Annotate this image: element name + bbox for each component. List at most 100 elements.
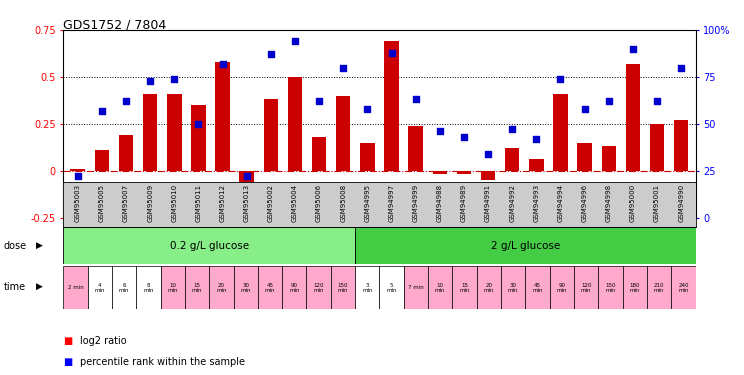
Text: 5
min: 5 min [386, 283, 397, 293]
Bar [432, 171, 447, 174]
Bar [185, 266, 209, 309]
Bar [529, 159, 544, 171]
Point [627, 46, 639, 52]
Text: GSM94992: GSM94992 [509, 184, 515, 222]
Point [120, 98, 132, 104]
Text: GSM94994: GSM94994 [557, 184, 563, 222]
Bar [554, 94, 568, 171]
Text: 6
min: 6 min [119, 283, 129, 293]
Bar [408, 126, 423, 171]
Bar [550, 266, 574, 309]
Text: 7 min: 7 min [408, 285, 424, 290]
Text: ▶: ▶ [36, 241, 42, 250]
Text: 2 min: 2 min [68, 285, 83, 290]
Text: GSM94999: GSM94999 [413, 184, 419, 222]
Text: ■: ■ [63, 357, 72, 367]
Text: 180
min: 180 min [629, 283, 640, 293]
Bar [501, 266, 525, 309]
Text: GSM94995: GSM94995 [365, 184, 371, 222]
Text: 20
min: 20 min [484, 283, 494, 293]
Point [434, 128, 446, 134]
Text: GSM94990: GSM94990 [679, 184, 684, 222]
Point [676, 64, 687, 70]
Point [651, 98, 663, 104]
Text: GSM95002: GSM95002 [268, 184, 274, 222]
Bar [355, 227, 696, 264]
Bar [355, 266, 379, 309]
Bar [112, 266, 136, 309]
Bar [136, 266, 161, 309]
Point [193, 121, 205, 127]
Text: GSM95012: GSM95012 [219, 184, 225, 222]
Text: GSM95004: GSM95004 [292, 184, 298, 222]
Point [265, 51, 277, 57]
Bar [312, 137, 327, 171]
Point [217, 61, 228, 67]
Text: log2 ratio: log2 ratio [80, 336, 126, 346]
Text: 15
min: 15 min [459, 283, 469, 293]
Bar [626, 64, 640, 171]
Text: GSM95011: GSM95011 [196, 184, 202, 222]
Bar [525, 266, 550, 309]
Bar [650, 124, 664, 171]
Bar [119, 135, 133, 171]
Text: GSM95007: GSM95007 [123, 184, 129, 222]
Bar [209, 266, 234, 309]
Text: 3
min: 3 min [362, 283, 373, 293]
Bar [331, 266, 355, 309]
Bar [143, 94, 158, 171]
Point [71, 173, 83, 179]
Bar [384, 41, 399, 171]
Bar [282, 266, 307, 309]
Bar [167, 94, 182, 171]
Text: 10
min: 10 min [435, 283, 446, 293]
Point [337, 64, 349, 70]
Point [144, 78, 156, 84]
Text: 15
min: 15 min [192, 283, 202, 293]
Point [362, 106, 373, 112]
Text: GSM95008: GSM95008 [340, 184, 346, 222]
Bar [258, 266, 282, 309]
Text: GSM94989: GSM94989 [461, 184, 467, 222]
Text: 30
min: 30 min [240, 283, 251, 293]
Text: 0.2 g/L glucose: 0.2 g/L glucose [170, 241, 248, 250]
Text: GSM94993: GSM94993 [533, 184, 539, 222]
Text: 30
min: 30 min [508, 283, 519, 293]
Point [579, 106, 591, 112]
Point [603, 98, 615, 104]
Bar [71, 169, 85, 171]
Text: GSM95001: GSM95001 [654, 184, 660, 222]
Text: GSM95006: GSM95006 [316, 184, 322, 222]
Text: 150
min: 150 min [606, 283, 616, 293]
Text: 45
min: 45 min [265, 283, 275, 293]
Point [385, 50, 397, 55]
Bar [623, 266, 647, 309]
Point [96, 108, 108, 114]
Bar [598, 266, 623, 309]
Text: ■: ■ [63, 336, 72, 346]
Point [554, 76, 566, 82]
Text: GSM95009: GSM95009 [147, 184, 153, 222]
Text: 120
min: 120 min [313, 283, 324, 293]
Text: time: time [4, 282, 26, 292]
Text: 90
min: 90 min [289, 283, 300, 293]
Text: GDS1752 / 7804: GDS1752 / 7804 [63, 19, 167, 32]
Text: GSM95005: GSM95005 [99, 184, 105, 222]
Point [241, 173, 253, 179]
Bar [63, 227, 355, 264]
Bar [307, 266, 331, 309]
Text: 90
min: 90 min [557, 283, 567, 293]
Bar [63, 266, 88, 309]
Text: GSM95010: GSM95010 [171, 184, 177, 222]
Bar [601, 146, 616, 171]
Bar [481, 171, 496, 180]
Bar [88, 266, 112, 309]
Bar [647, 266, 671, 309]
Bar [477, 266, 501, 309]
Bar [263, 99, 278, 171]
Bar [336, 96, 350, 171]
Bar [505, 148, 519, 171]
Bar [360, 142, 375, 171]
Text: 210
min: 210 min [654, 283, 664, 293]
Text: 20
min: 20 min [216, 283, 227, 293]
